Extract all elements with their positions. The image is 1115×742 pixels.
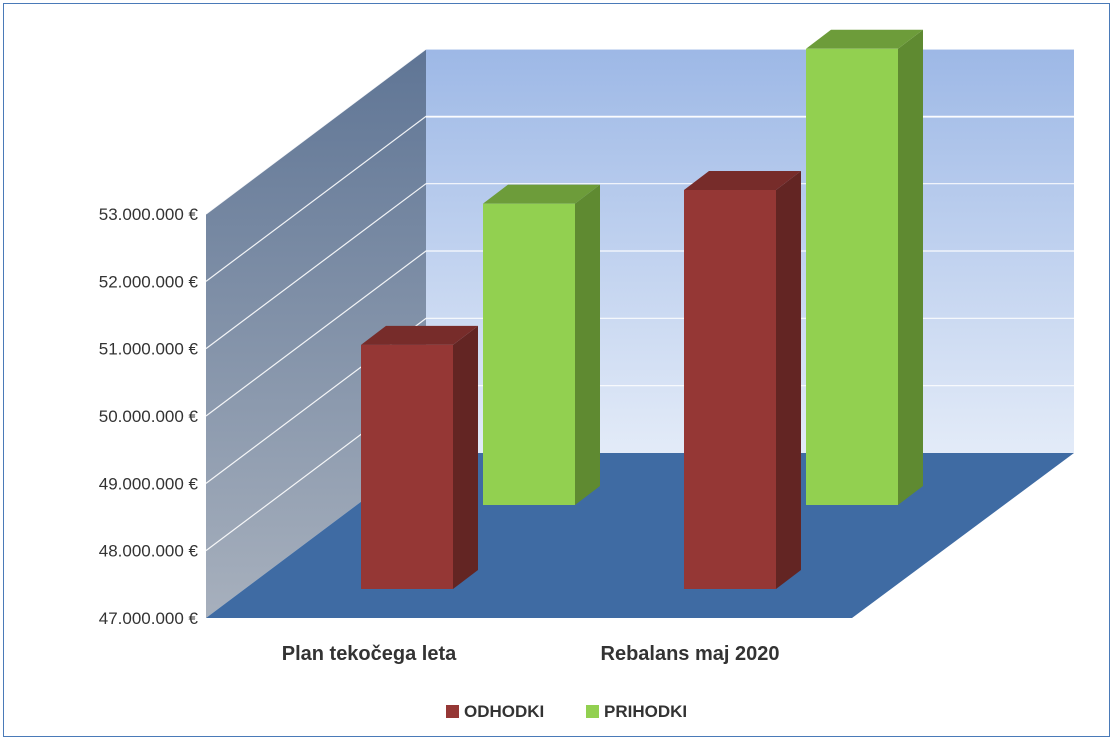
bar-odhodki-0	[361, 344, 453, 589]
bar-top	[806, 29, 923, 49]
bar-top	[483, 184, 600, 204]
legend-label-prihodki: PRIHODKI	[604, 702, 687, 721]
y-tick-label: 53.000.000 €	[99, 205, 199, 224]
bar-side	[776, 171, 801, 589]
bar-top	[684, 171, 801, 190]
chart-frame: 47.000.000 € 48.000.000 € 49.000.000 € 50.0…	[3, 3, 1110, 737]
y-tick-label: 47.000.000 €	[99, 609, 199, 628]
y-tick-label: 52.000.000 €	[99, 272, 199, 291]
y-axis: 47.000.000 € 48.000.000 € 49.000.000 € 50.0…	[99, 205, 199, 628]
y-tick-label: 50.000.000 €	[99, 407, 199, 426]
bars	[361, 29, 923, 589]
legend-label-odhodki: ODHODKI	[464, 702, 544, 721]
bar-side	[898, 29, 923, 506]
legend: ODHODKI PRIHODKI	[446, 702, 687, 721]
x-axis: Plan tekočega leta Rebalans maj 2020	[282, 643, 780, 665]
y-tick-label: 48.000.000 €	[99, 542, 199, 561]
bar-side	[453, 325, 478, 589]
bar-side	[575, 184, 600, 505]
chart-canvas: 47.000.000 € 48.000.000 € 49.000.000 € 50.0…	[99, 29, 1074, 721]
bar-top	[361, 325, 478, 345]
x-tick-label: Plan tekočega leta	[282, 643, 457, 665]
plot-walls	[206, 49, 1074, 618]
y-tick-label: 49.000.000 €	[99, 474, 199, 493]
legend-swatch-prihodki	[586, 705, 599, 718]
legend-swatch-odhodki	[446, 705, 459, 718]
bar-prihodki-1	[806, 48, 898, 506]
bar-odhodki-1	[684, 190, 776, 589]
x-tick-label: Rebalans maj 2020	[601, 643, 780, 665]
bar-prihodki-0	[483, 203, 575, 505]
y-tick-label: 51.000.000 €	[99, 340, 199, 359]
